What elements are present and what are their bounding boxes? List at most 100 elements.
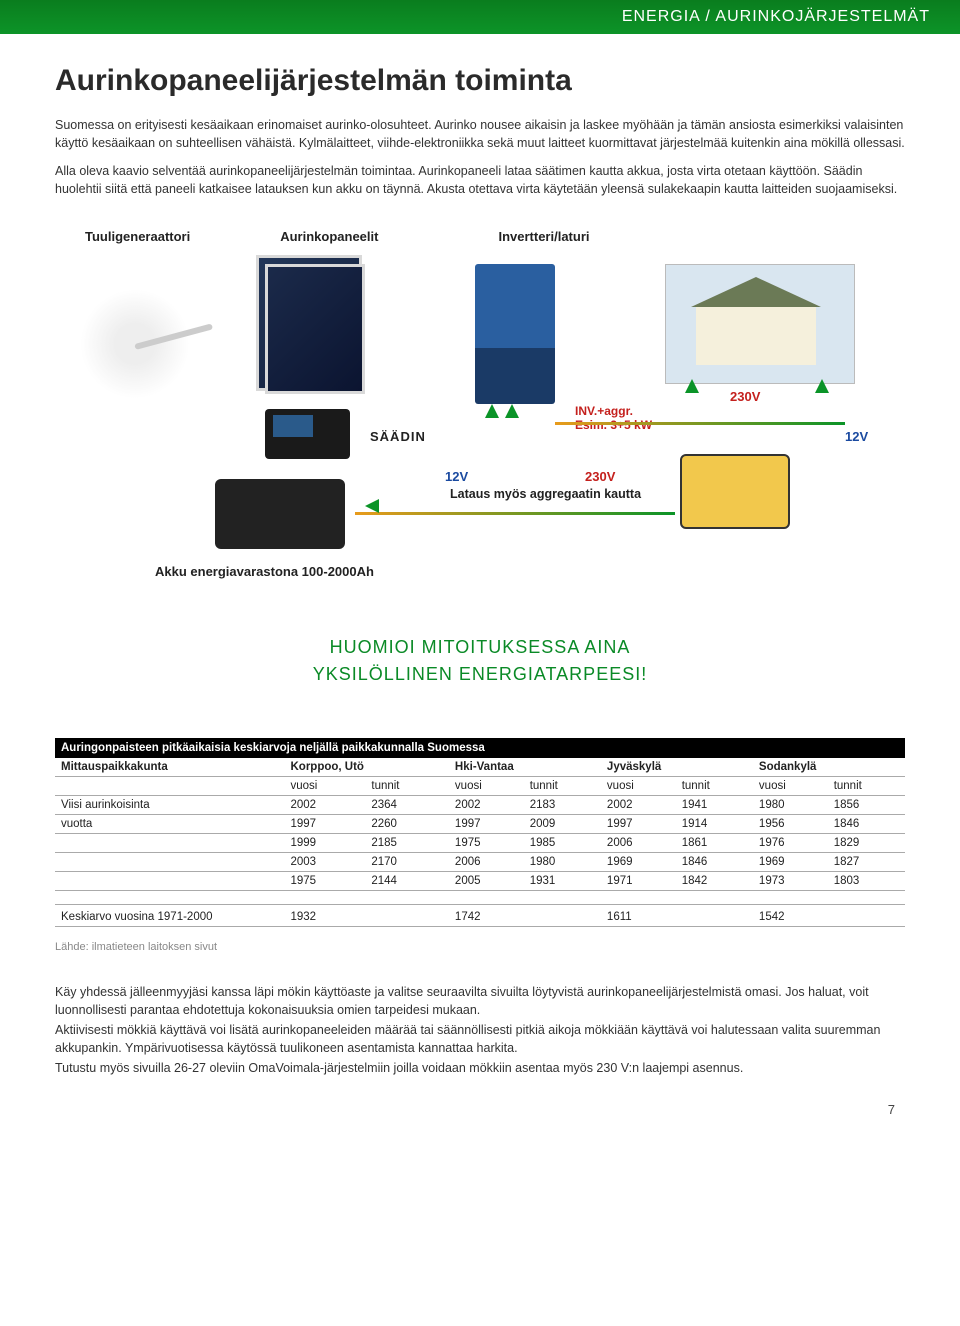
table-cell: 1542 <box>753 904 905 926</box>
table-cell: tunnit <box>524 776 601 795</box>
table-cell: tunnit <box>828 776 905 795</box>
arrow-icon <box>505 404 519 418</box>
table-cell: Jyväskylä <box>601 758 753 777</box>
label-controller: SÄÄDIN <box>370 429 426 444</box>
diagram-canvas: SÄÄDIN INV.+aggr. Esim. 3+5 kW 230V 12V … <box>55 254 905 514</box>
table-cell: 1932 <box>285 904 449 926</box>
table-cell: 2185 <box>365 833 449 852</box>
table-cell: vuosi <box>285 776 366 795</box>
label-charge-note: Lataus myös aggregaatin kautta <box>450 487 641 501</box>
callout-box: HUOMIOI MITOITUKSESSA AINA YKSILÖLLINEN … <box>55 634 905 688</box>
table-cell: 1997 <box>449 814 524 833</box>
generator-icon <box>680 454 790 529</box>
table-cell: 1971 <box>601 871 676 890</box>
label-230v-mid: 230V <box>585 469 615 484</box>
table-cell: 1914 <box>676 814 753 833</box>
outro-p2: Aktiivisesti mökkiä käyttävä voi lisätä … <box>55 1021 905 1057</box>
table-cell: 1956 <box>753 814 828 833</box>
table-cell: 2006 <box>601 833 676 852</box>
table-cell: 2144 <box>365 871 449 890</box>
table-cell: 1846 <box>676 852 753 871</box>
table-cell: 1803 <box>828 871 905 890</box>
arrow-icon <box>485 404 499 418</box>
battery-icon <box>215 479 345 549</box>
table-cell: 1856 <box>828 795 905 814</box>
table-cell: 1980 <box>524 852 601 871</box>
table-cell: 1999 <box>285 833 366 852</box>
table-cell: 1980 <box>753 795 828 814</box>
table-cell: Keskiarvo vuosina 1971-2000 <box>55 904 285 926</box>
callout-line1: HUOMIOI MITOITUKSESSA AINA <box>55 634 905 661</box>
label-12v-mid: 12V <box>445 469 468 484</box>
table-cell: 1941 <box>676 795 753 814</box>
table-cell: 1931 <box>524 871 601 890</box>
page-content: Aurinkopaneelijärjestelmän toiminta Suom… <box>0 34 960 1137</box>
sunshine-table: MittauspaikkakuntaKorppoo, UtöHki-Vantaa… <box>55 758 905 927</box>
table-cell: 2170 <box>365 852 449 871</box>
table-cell <box>55 776 285 795</box>
table-cell: 1997 <box>285 814 366 833</box>
outro-p1: Käy yhdessä jälleenmyyjäsi kanssa läpi m… <box>55 983 905 1019</box>
house-icon <box>665 264 855 384</box>
flow-line <box>355 512 675 515</box>
table-cell: 1827 <box>828 852 905 871</box>
table-cell: 1975 <box>449 833 524 852</box>
outro-p3: Tutustu myös sivuilla 26-27 oleviin OmaV… <box>55 1059 905 1077</box>
table-cell: Sodankylä <box>753 758 905 777</box>
arrow-icon <box>365 499 379 513</box>
table-cell: 1742 <box>449 904 601 926</box>
table-cell: 1976 <box>753 833 828 852</box>
table-cell: Viisi aurinkoisinta <box>55 795 285 814</box>
arrow-icon <box>815 379 829 393</box>
diagram-top-labels: Tuuligeneraattori Aurinkopaneelit Invert… <box>55 229 905 244</box>
battery-label: Akku energiavarastona 100-2000Ah <box>155 564 905 579</box>
wind-turbine-icon <box>65 274 205 414</box>
flow-line <box>555 422 845 425</box>
table-cell: 2002 <box>601 795 676 814</box>
intro-p1: Suomessa on erityisesti kesäaikaan erino… <box>55 116 905 152</box>
intro-text: Suomessa on erityisesti kesäaikaan erino… <box>55 116 905 199</box>
table-cell: 1842 <box>676 871 753 890</box>
table-cell: 2002 <box>285 795 366 814</box>
table-cell: 1997 <box>601 814 676 833</box>
table-cell: 1969 <box>753 852 828 871</box>
controller-icon <box>265 409 350 459</box>
callout-line2: YKSILÖLLINEN ENERGIATARPEESI! <box>55 661 905 688</box>
table-cell: 1985 <box>524 833 601 852</box>
inv-line1: INV.+aggr. <box>575 404 633 418</box>
inverter-icon <box>475 264 555 404</box>
table-cell: 1846 <box>828 814 905 833</box>
table-cell: 2002 <box>449 795 524 814</box>
page-number: 7 <box>55 1102 905 1117</box>
table-cell: Korppoo, Utö <box>285 758 449 777</box>
solar-panel-icon <box>265 264 365 394</box>
intro-p2: Alla oleva kaavio selventää aurinkopanee… <box>55 162 905 198</box>
table-cell: 1975 <box>285 871 366 890</box>
arrow-icon <box>685 379 699 393</box>
table-cell: 1973 <box>753 871 828 890</box>
table-cell: 1969 <box>601 852 676 871</box>
table-cell: tunnit <box>365 776 449 795</box>
inv-line2: Esim. 3+5 kW <box>575 418 652 432</box>
table-cell <box>55 871 285 890</box>
header-band: ENERGIA / AURINKOJÄRJESTELMÄT <box>0 0 960 34</box>
label-12v-right: 12V <box>845 429 868 444</box>
label-inverter: Invertteri/laturi <box>498 229 589 244</box>
label-inv-aggr: INV.+aggr. Esim. 3+5 kW <box>575 404 652 433</box>
label-panel: Aurinkopaneelit <box>280 229 378 244</box>
table-cell <box>55 852 285 871</box>
table-cell: vuosi <box>449 776 524 795</box>
table-cell: 2183 <box>524 795 601 814</box>
data-table: Auringonpaisteen pitkäaikaisia keskiarvo… <box>55 738 905 953</box>
table-cell: 1829 <box>828 833 905 852</box>
table-cell: 2005 <box>449 871 524 890</box>
table-cell: 2003 <box>285 852 366 871</box>
table-cell <box>55 833 285 852</box>
page-title: Aurinkopaneelijärjestelmän toiminta <box>55 64 905 98</box>
breadcrumb: ENERGIA / AURINKOJÄRJESTELMÄT <box>622 8 930 25</box>
table-cell: Hki-Vantaa <box>449 758 601 777</box>
table-cell: 2260 <box>365 814 449 833</box>
table-cell: 1861 <box>676 833 753 852</box>
table-cell: tunnit <box>676 776 753 795</box>
table-cell: vuosi <box>753 776 828 795</box>
